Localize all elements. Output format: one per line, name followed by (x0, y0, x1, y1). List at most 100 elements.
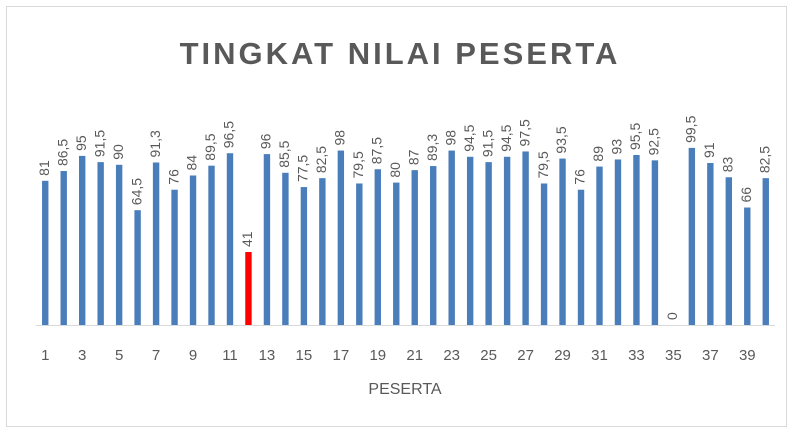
data-label: 82,5 (313, 146, 329, 173)
x-tick-label: 37 (702, 347, 719, 364)
data-label: 76 (572, 169, 588, 185)
data-label: 80 (387, 162, 403, 178)
data-label: 86,5 (54, 139, 70, 166)
x-tick-label: 1 (41, 347, 49, 364)
data-label: 79,5 (350, 151, 366, 178)
data-label: 91,5 (479, 130, 495, 157)
data-label: 87 (405, 149, 421, 165)
data-label: 81 (36, 160, 52, 176)
x-axis-title: PESERTA (368, 381, 442, 398)
data-label: 99,5 (683, 115, 699, 142)
x-tick-label: 39 (739, 347, 756, 364)
bar (300, 187, 308, 325)
data-label: 84 (184, 155, 200, 171)
bar (522, 151, 529, 325)
x-tick-label: 25 (480, 347, 497, 364)
data-label: 98 (442, 130, 458, 146)
x-tick-label: 33 (628, 347, 645, 364)
bar (448, 150, 455, 325)
data-label: 98 (332, 130, 348, 146)
data-label: 89,5 (202, 133, 218, 160)
data-label: 87,5 (368, 137, 384, 164)
bar (707, 163, 714, 325)
x-tick-label: 13 (259, 347, 276, 364)
data-label: 91,5 (91, 130, 107, 157)
data-label: 85,5 (276, 140, 292, 167)
data-label: 95 (73, 135, 89, 151)
data-label: 94,5 (498, 124, 514, 151)
data-label: 91,3 (147, 130, 163, 157)
bar (503, 156, 511, 325)
bar (208, 165, 215, 325)
bar (577, 189, 585, 325)
bar (245, 252, 252, 325)
bar (411, 170, 418, 325)
bar (78, 155, 86, 325)
bar (430, 166, 437, 325)
bar (762, 178, 769, 325)
x-tick-label: 19 (369, 347, 386, 364)
bar (725, 177, 733, 325)
data-label: 82,5 (756, 146, 772, 173)
data-label: 66 (738, 187, 754, 203)
data-label: 76 (165, 169, 181, 185)
bar (559, 158, 566, 325)
bar (337, 150, 345, 325)
x-tick-label: 35 (665, 347, 682, 364)
x-tick-label: 23 (443, 347, 460, 364)
bar (633, 155, 640, 325)
data-label: 90 (110, 144, 126, 160)
data-label: 96,5 (221, 121, 237, 148)
data-label: 95,5 (627, 123, 643, 150)
bar (374, 169, 381, 325)
bar (189, 175, 197, 325)
bar (263, 154, 271, 325)
bar (226, 153, 234, 325)
bar (596, 166, 603, 325)
data-label: 0 (664, 312, 680, 320)
bar (319, 178, 326, 325)
bar (171, 189, 178, 325)
bar (485, 162, 492, 325)
bar (540, 183, 548, 325)
bar (744, 207, 751, 325)
data-label: 89,3 (424, 134, 440, 161)
bar (97, 162, 104, 325)
data-label: 89 (590, 146, 606, 162)
x-tick-label: 31 (591, 347, 608, 364)
bar (42, 180, 49, 325)
x-tick-label: 5 (115, 347, 123, 364)
x-tick-label: 17 (332, 347, 349, 364)
data-label: 79,5 (535, 151, 551, 178)
bar (115, 164, 123, 325)
bar (393, 182, 400, 325)
x-tick-label: 9 (189, 347, 197, 364)
bar (688, 147, 696, 325)
x-tick-label: 3 (78, 347, 86, 364)
bar (614, 159, 622, 325)
data-label: 94,5 (461, 124, 477, 151)
data-label: 92,5 (646, 128, 662, 155)
data-label: 93 (609, 139, 625, 155)
x-tick-label: 21 (406, 347, 423, 364)
data-label: 77,5 (295, 155, 311, 182)
data-label: 91 (701, 142, 717, 158)
bar (356, 183, 363, 325)
data-label: 97,5 (516, 119, 532, 146)
data-label: 83 (720, 156, 736, 172)
bar (152, 162, 160, 325)
x-tick-label: 7 (152, 347, 160, 364)
x-tick-label: 27 (517, 347, 534, 364)
x-tick-label: 29 (554, 347, 571, 364)
bar (60, 171, 67, 325)
data-label: 96 (258, 133, 274, 149)
bar (134, 210, 141, 325)
bar (466, 156, 474, 325)
bar (282, 172, 289, 325)
x-tick-label: 15 (296, 347, 313, 364)
data-label: 93,5 (553, 126, 569, 153)
data-label: 64,5 (128, 178, 144, 205)
data-label: 41 (239, 231, 255, 247)
